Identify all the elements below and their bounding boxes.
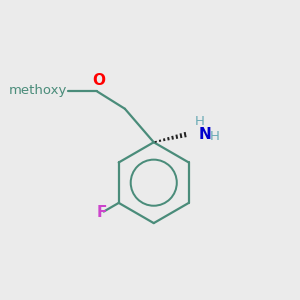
Text: N: N bbox=[199, 128, 211, 142]
Text: methoxy: methoxy bbox=[9, 84, 67, 97]
Text: H: H bbox=[194, 115, 204, 128]
Text: H: H bbox=[210, 130, 220, 142]
Text: F: F bbox=[96, 205, 106, 220]
Text: O: O bbox=[92, 74, 106, 88]
